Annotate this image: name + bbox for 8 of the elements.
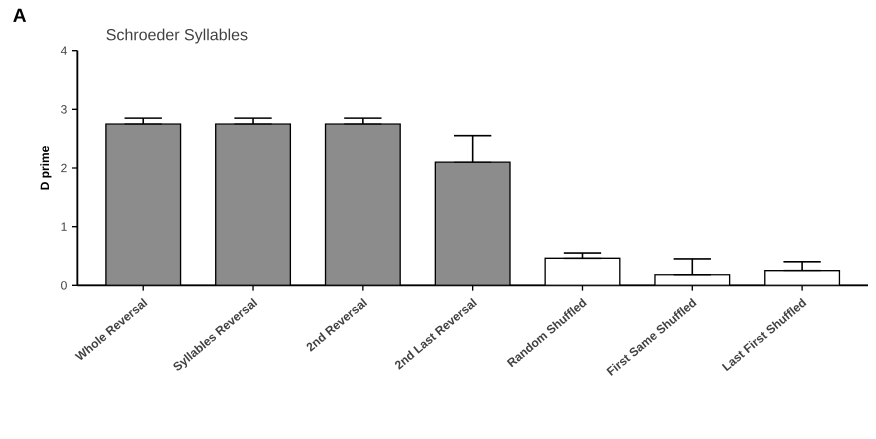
- y-tick-label: 1: [62, 222, 67, 231]
- y-tick-label: 2: [61, 164, 67, 172]
- y-tick-label: 0: [61, 281, 67, 290]
- y-tick-label: 3: [61, 105, 67, 114]
- chart-title: Schroeder Syllables: [106, 28, 248, 44]
- y-axis-title: D prime: [40, 146, 52, 190]
- y-tick-label: 4: [60, 46, 67, 55]
- text: A: [13, 8, 26, 22]
